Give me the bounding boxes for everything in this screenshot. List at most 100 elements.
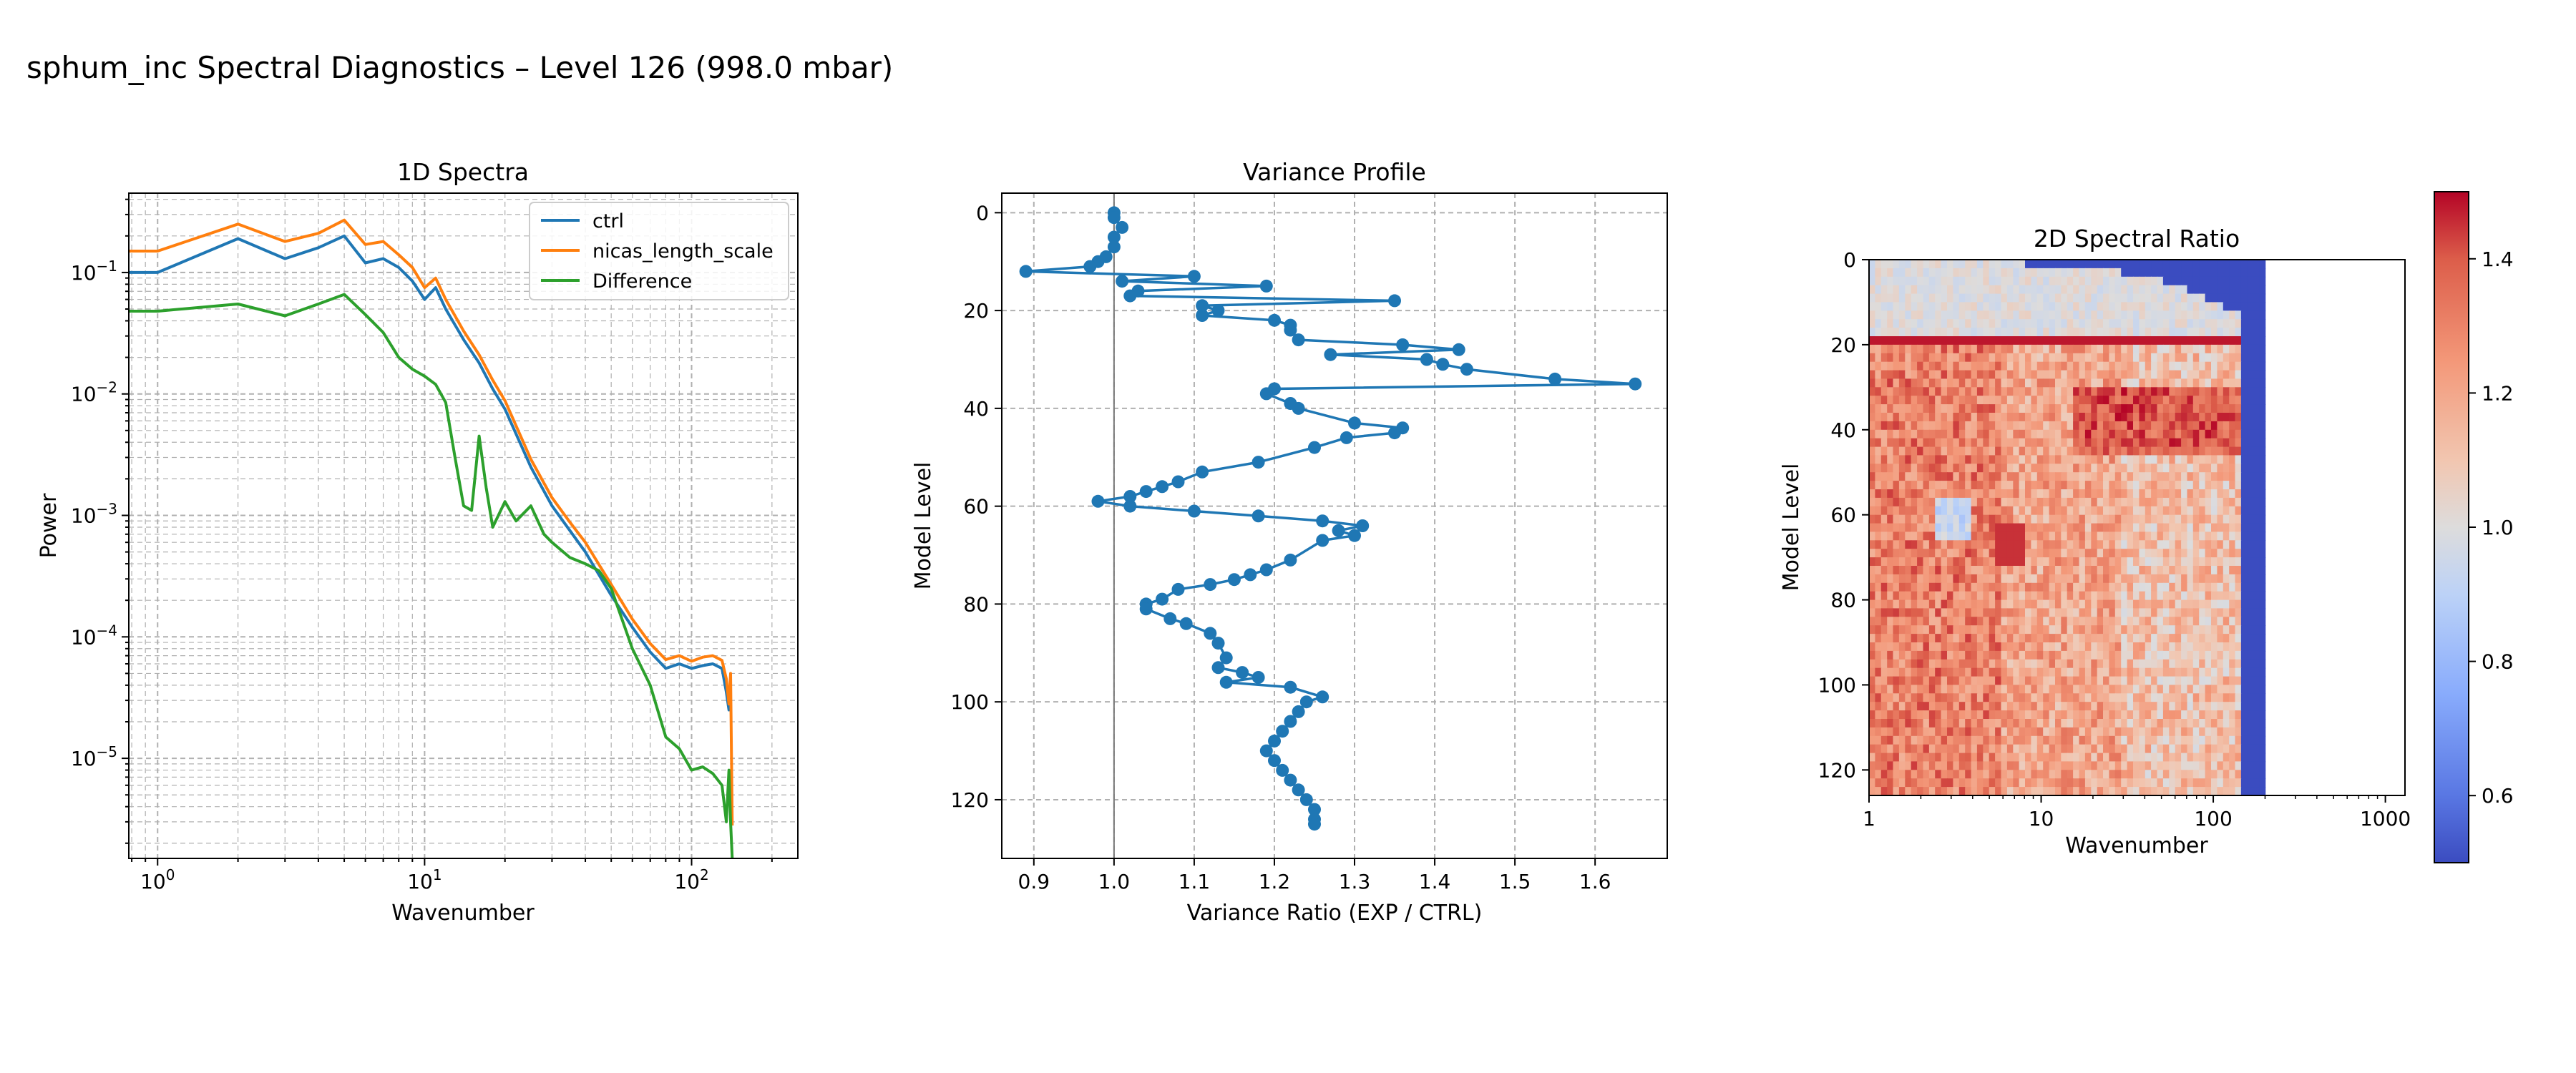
heatmap-cell	[1958, 574, 1966, 584]
heatmap-cell	[2133, 599, 2140, 609]
heatmap-cell	[2187, 582, 2194, 592]
heatmap-cell	[2079, 336, 2086, 346]
heatmap-cell	[1917, 378, 1924, 388]
heatmap-cell	[2175, 650, 2182, 660]
heatmap-cell	[2031, 310, 2038, 320]
heatmap-cell	[2001, 727, 2008, 737]
heatmap-cell	[2235, 667, 2242, 677]
heatmap-cell	[2187, 787, 2194, 795]
heatmap-cell	[2133, 778, 2140, 788]
heatmap-cell	[1971, 702, 1978, 711]
heatmap-cell	[2055, 361, 2062, 371]
heatmap-cell	[1875, 481, 1882, 490]
heatmap-cell	[1995, 566, 2002, 575]
heatmap-cell	[1941, 464, 1948, 473]
heatmap-cell	[2211, 319, 2218, 328]
heatmap-cell	[2259, 370, 2266, 380]
heatmap-cell	[2067, 650, 2074, 660]
heatmap-cell	[2192, 472, 2200, 481]
heatmap-cell	[2162, 634, 2170, 643]
heatmap-cell	[1917, 735, 1924, 745]
heatmap-cell	[1893, 685, 1900, 695]
heatmap-cell	[1928, 727, 1936, 737]
heatmap-cell	[1911, 514, 1918, 524]
heatmap-cell	[2103, 260, 2110, 269]
heatmap-cell	[2067, 702, 2074, 711]
heatmap-cell	[1965, 719, 1972, 728]
heatmap-cell	[2169, 778, 2176, 788]
heatmap-cell	[1953, 778, 1960, 788]
heatmap-cell	[2013, 566, 2020, 575]
heatmap-cell	[2157, 353, 2164, 363]
heatmap-cell	[2109, 336, 2116, 346]
heatmap-cell	[2235, 523, 2242, 533]
heatmap-cell	[1928, 531, 1936, 542]
heatmap-cell	[1917, 446, 1924, 456]
heatmap-cell	[2133, 650, 2140, 660]
heatmap-cell	[1880, 625, 1888, 635]
heatmap-cell	[1958, 353, 1966, 363]
heatmap-cell	[2223, 446, 2230, 456]
heatmap-cell	[2199, 778, 2206, 788]
heatmap-cell	[2013, 302, 2020, 312]
heatmap-cell	[2084, 378, 2092, 388]
heatmap-cell	[1923, 719, 1930, 728]
heatmap-cell	[2157, 531, 2164, 542]
variance-point	[1252, 456, 1265, 469]
heatmap-cell	[2192, 574, 2200, 584]
heatmap-cell	[2259, 302, 2266, 312]
heatmap-cell	[2121, 514, 2128, 524]
heatmap-cell	[1880, 438, 1888, 448]
heatmap-cell	[2109, 328, 2116, 337]
heatmap-cell	[2031, 455, 2038, 465]
heatmap-cell	[2133, 481, 2140, 490]
heatmap-cell	[2067, 642, 2074, 652]
heatmap-cell	[2151, 727, 2158, 737]
heatmap-cell	[1965, 540, 1972, 549]
heatmap-cell	[1880, 693, 1888, 702]
heatmap-cell	[2145, 566, 2152, 575]
heatmap-cell	[2055, 497, 2062, 507]
heatmap-cell	[1887, 472, 1894, 481]
heatmap-cell	[2061, 404, 2068, 413]
variance-point	[1259, 387, 1273, 401]
heatmap-cell	[2055, 591, 2062, 601]
heatmap-cell	[2091, 659, 2098, 669]
heatmap-cell	[2036, 634, 2044, 643]
heatmap-cell	[1941, 438, 1948, 448]
heatmap-cell	[1947, 344, 1954, 354]
heatmap-cell	[2073, 344, 2080, 354]
heatmap-cell	[1928, 446, 1936, 456]
heatmap-cell	[1935, 642, 1942, 652]
heatmap-cell	[2055, 685, 2062, 695]
heatmap-cell	[2181, 531, 2188, 542]
heatmap-cell	[2181, 293, 2188, 303]
heatmap-cell	[1869, 455, 1876, 465]
ratio-heatmap	[1869, 260, 2266, 795]
heatmap-cell	[2073, 523, 2080, 533]
heatmap-cell	[2049, 566, 2056, 575]
heatmap-cell	[1928, 438, 1936, 448]
heatmap-cell	[1905, 506, 1912, 516]
heatmap-cell	[1875, 285, 1882, 295]
heatmap-cell	[1995, 344, 2002, 354]
heatmap-cell	[1869, 667, 1876, 677]
heatmap-cell	[2061, 396, 2068, 405]
heatmap-cell	[1905, 514, 1912, 524]
heatmap-cell	[1958, 650, 1966, 660]
heatmap-cell	[2043, 344, 2050, 354]
heatmap-cell	[2091, 344, 2098, 354]
heatmap-cell	[2121, 591, 2128, 601]
heatmap-cell	[1935, 285, 1942, 295]
heatmap-cell	[2103, 413, 2110, 422]
heatmap-cell	[2205, 650, 2212, 660]
heatmap-cell	[2031, 761, 2038, 771]
heatmap-cell	[2247, 328, 2254, 337]
heatmap-cell	[2121, 693, 2128, 702]
heatmap-cell	[1965, 685, 1972, 695]
heatmap-cell	[2145, 787, 2152, 795]
heatmap-cell	[2001, 455, 2008, 465]
heatmap-cell	[2181, 761, 2188, 771]
heatmap-cell	[2181, 659, 2188, 669]
heatmap-cell	[2079, 276, 2086, 286]
